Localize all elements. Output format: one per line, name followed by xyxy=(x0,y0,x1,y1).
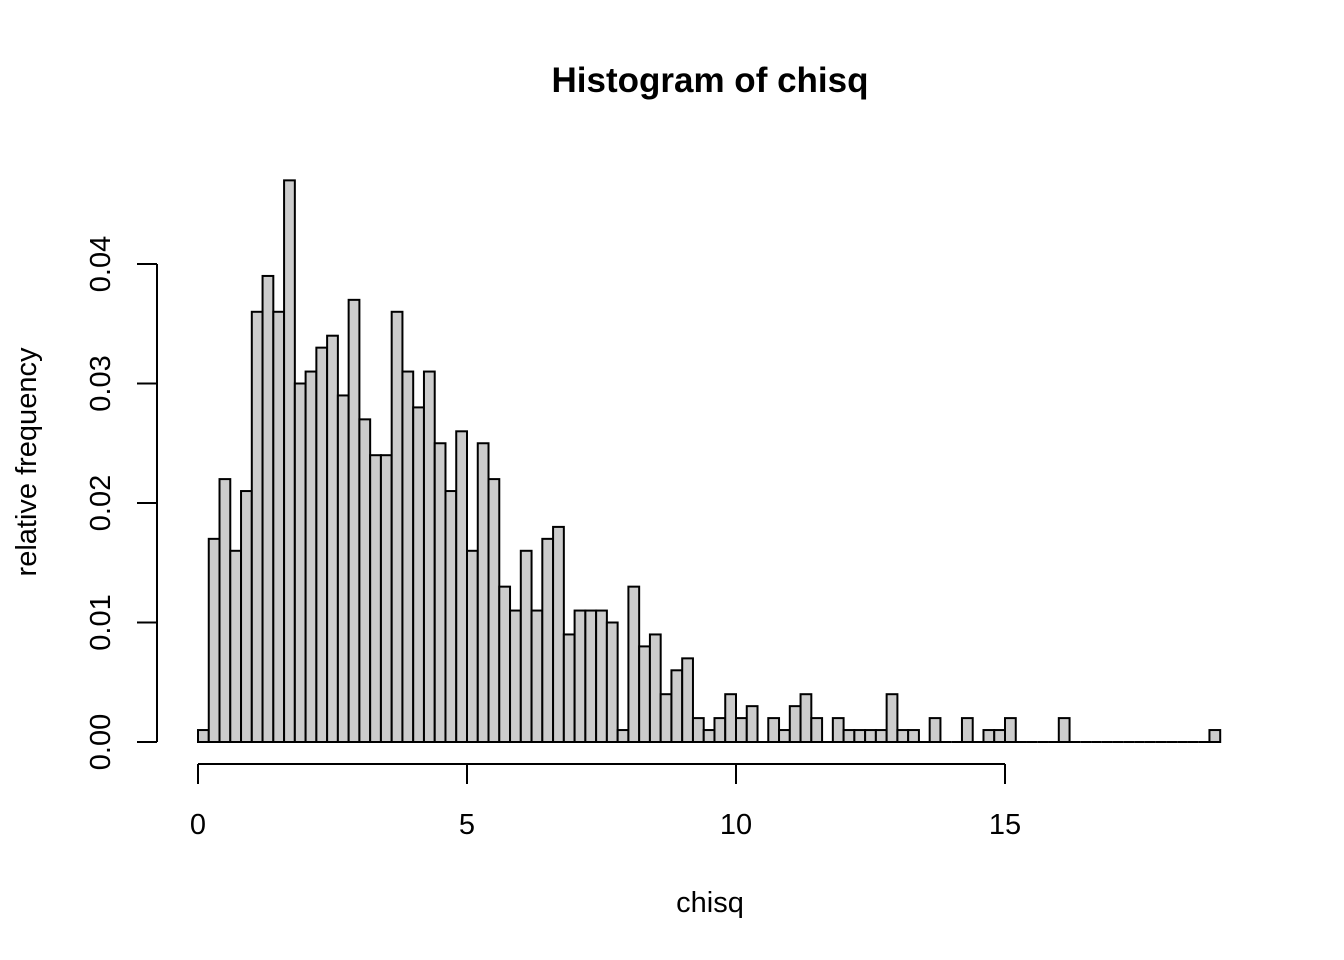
histogram-bar xyxy=(616,729,630,743)
histogram-bar xyxy=(681,657,694,743)
histogram-bar xyxy=(530,609,544,743)
histogram-bar xyxy=(691,717,705,743)
histogram-bar xyxy=(487,478,501,743)
histogram-bar xyxy=(648,633,662,744)
chart-title: Histogram of chisq xyxy=(552,61,869,100)
histogram-bar xyxy=(595,609,608,743)
histogram-bar xyxy=(336,394,350,743)
histogram-bar xyxy=(498,585,512,744)
bars-group xyxy=(197,179,1222,744)
histogram-bar xyxy=(541,537,555,743)
y-tick-label: 0.01 xyxy=(85,594,117,650)
histogram-bar xyxy=(735,717,748,743)
histogram-bar xyxy=(304,370,318,743)
histogram-bar xyxy=(315,346,329,743)
histogram-bar xyxy=(293,382,307,743)
histogram-bar xyxy=(1004,717,1017,743)
y-tick-label: 0.03 xyxy=(85,355,117,411)
histogram-bar xyxy=(1208,729,1222,743)
histogram-bar xyxy=(509,609,522,743)
histogram-bar xyxy=(250,310,264,743)
x-axis: 0 5 10 15 xyxy=(190,763,1021,841)
histogram-bar xyxy=(573,609,587,743)
histogram-bar xyxy=(261,274,275,743)
histogram-bar xyxy=(928,717,942,743)
histogram-bar xyxy=(412,406,425,743)
histogram-bar xyxy=(584,609,598,743)
x-tick-label: 10 xyxy=(720,809,752,841)
histogram-bar xyxy=(896,729,910,743)
histogram-bar xyxy=(767,717,781,743)
histogram-bar xyxy=(326,334,339,743)
histogram-bar xyxy=(444,490,458,743)
histogram-bar xyxy=(853,729,867,743)
histogram-bar xyxy=(670,669,684,743)
histogram-bar xyxy=(993,729,1006,743)
histogram-bar xyxy=(907,729,920,743)
y-axis-label: relative frequency xyxy=(11,347,43,576)
histogram-bar xyxy=(831,717,845,743)
histogram-bar xyxy=(702,729,716,743)
histogram-bar xyxy=(422,370,436,743)
x-axis-label: chisq xyxy=(676,887,744,919)
histogram-bar xyxy=(605,621,619,743)
histogram-bar xyxy=(562,633,576,744)
histogram-bar xyxy=(197,729,210,743)
histogram-bar xyxy=(864,729,877,743)
histogram-bar xyxy=(638,645,651,744)
histogram-bar xyxy=(1057,717,1071,743)
y-tick-label: 0.00 xyxy=(85,714,117,770)
histogram-bar xyxy=(885,693,899,744)
histogram-bar xyxy=(283,179,296,744)
histogram-bar xyxy=(519,549,533,743)
histogram-bar xyxy=(659,693,673,744)
histogram-bar xyxy=(433,442,447,743)
histogram-bar xyxy=(240,490,253,743)
x-tick-label: 15 xyxy=(989,809,1021,841)
histogram-bar xyxy=(799,693,813,744)
histogram-bar xyxy=(390,310,404,743)
histogram-bar xyxy=(466,549,479,743)
y-axis: 0.00 0.01 0.02 0.03 0.04 xyxy=(85,236,158,770)
histogram-bar xyxy=(369,454,382,743)
histogram-bar xyxy=(842,729,856,743)
histogram-bar xyxy=(874,729,888,743)
histogram-bar xyxy=(229,549,243,743)
histogram-bar xyxy=(358,418,372,743)
histogram-bar xyxy=(713,717,727,743)
y-tick-label: 0.04 xyxy=(85,236,117,292)
histogram-bar xyxy=(476,442,490,743)
histogram-bar xyxy=(455,430,468,743)
histogram-bar xyxy=(347,298,361,743)
y-tick-label: 0.02 xyxy=(85,475,117,531)
histogram-bar xyxy=(810,717,824,743)
histogram-bar xyxy=(218,478,232,743)
histogram-bar xyxy=(552,525,565,744)
histogram-bar xyxy=(272,310,286,743)
x-tick-label: 5 xyxy=(459,809,475,841)
histogram-bar xyxy=(379,454,393,743)
histogram-bar xyxy=(960,717,974,743)
x-tick-label: 0 xyxy=(190,809,206,841)
histogram-bar xyxy=(745,705,759,744)
histogram-bar xyxy=(778,729,791,743)
histogram-bar xyxy=(982,729,996,743)
histogram-bar xyxy=(724,693,737,744)
histogram-bar xyxy=(627,585,641,744)
histogram-bar xyxy=(788,705,802,744)
histogram-bar xyxy=(401,370,415,743)
histogram-bar xyxy=(207,537,221,743)
